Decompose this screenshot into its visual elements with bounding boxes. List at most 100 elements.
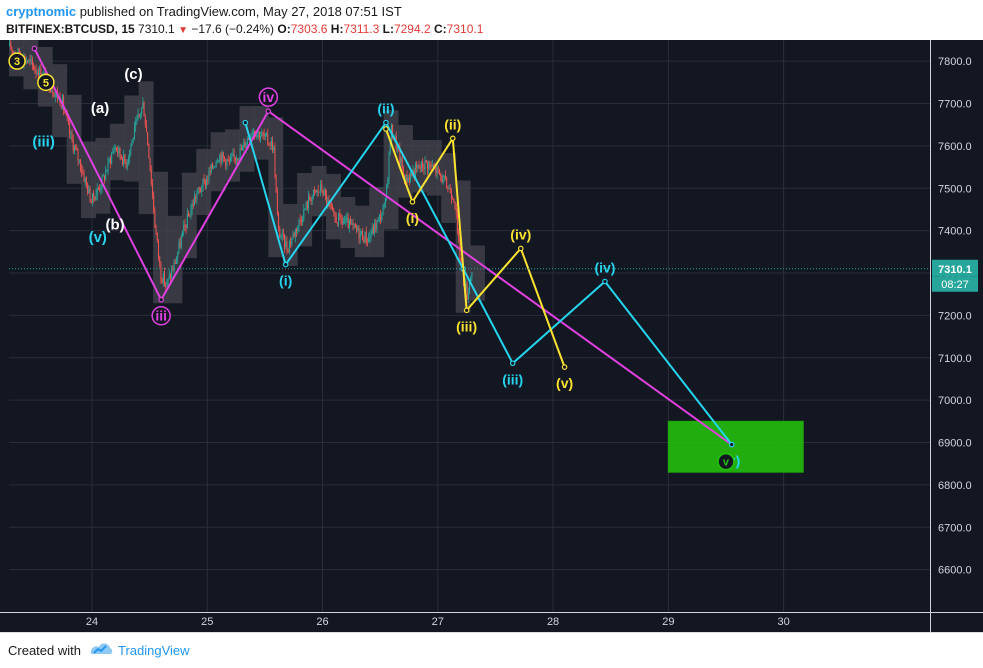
candle-body: [238, 157, 240, 160]
candle-body: [402, 168, 404, 175]
candle-body: [466, 283, 468, 299]
candle-body: [114, 147, 116, 150]
tradingview-link[interactable]: TradingView: [118, 643, 190, 658]
candle-body: [178, 242, 180, 253]
candle-body: [382, 206, 384, 215]
candle-body: [213, 166, 215, 169]
chart-area[interactable]: iii iv (i) (ii) (iii) (iv) (v) (i) (ii) (iii) (iv)…: [0, 23, 983, 632]
annotation-label: v: [723, 457, 730, 469]
candle-body: [441, 176, 443, 183]
candle-body: [279, 227, 281, 238]
candle-body: [230, 157, 232, 162]
candle-body: [326, 194, 328, 204]
candle-body: [338, 213, 340, 224]
candle-body: [320, 184, 322, 192]
y-tick-label: 7200.0: [938, 310, 972, 322]
candle-body: [131, 139, 133, 146]
candle-body: [137, 114, 139, 120]
candle-body: [292, 233, 294, 239]
candle-body: [308, 196, 310, 208]
target-zone: [667, 420, 804, 473]
chart-header: cryptnomic published on TradingView.com,…: [0, 0, 983, 40]
candle-body: [468, 282, 470, 293]
candle-body: [443, 175, 445, 177]
candle-body: [180, 236, 182, 248]
candle-body: [260, 136, 262, 139]
candle-body: [365, 231, 367, 243]
candle-body: [177, 252, 179, 259]
wave-vertex: [158, 296, 164, 303]
candle-body: [13, 52, 15, 54]
candle-body: [135, 121, 137, 127]
candle-body: [52, 90, 54, 95]
wave-line-primary: [33, 48, 733, 446]
candle-body: [127, 157, 129, 163]
candle-body: [31, 59, 33, 65]
candle-body: [354, 223, 356, 228]
annotation-label: (iii): [32, 134, 55, 151]
candle-body: [240, 148, 242, 151]
candle-body: [237, 158, 239, 160]
symbol-label: BITFINEX:BTCUSD, 15: [6, 22, 135, 36]
candle-body: [267, 133, 269, 144]
open-label: O:: [277, 22, 291, 36]
wave-labels: iii iv (i) (ii) (iii) (iv) (v) (i) (ii) (iii) (iv)…: [8, 52, 740, 471]
countdown-badge: [932, 276, 978, 292]
candle-body: [442, 175, 444, 183]
candle-body: [112, 150, 114, 154]
candle-body: [387, 178, 389, 188]
wave-vertex: [242, 119, 249, 126]
author-link[interactable]: cryptnomic: [6, 4, 77, 19]
candle-body: [432, 165, 434, 168]
candle-body: [419, 167, 421, 169]
candle-body: [246, 138, 248, 145]
candle-body: [436, 167, 438, 174]
candle-body: [159, 256, 161, 264]
wave-vertex: [602, 278, 608, 285]
candle-body: [269, 145, 271, 147]
candle-body: [73, 146, 75, 151]
candle-body: [324, 189, 326, 195]
candle-body: [345, 217, 347, 222]
last-price-badge-text: 7310.1: [938, 264, 972, 276]
y-tick-label: 7000.0: [938, 395, 972, 407]
candle-body: [276, 192, 278, 214]
candle-body: [67, 118, 69, 123]
candle-body: [297, 225, 299, 232]
candle-body: [212, 163, 214, 169]
candle-body: [430, 164, 432, 167]
candle-body: [350, 219, 352, 224]
wave-label-ring: [258, 87, 279, 107]
candle-body: [95, 194, 97, 201]
candle-body: [79, 159, 81, 170]
y-tick-label: 6700.0: [938, 522, 972, 534]
candle-body: [377, 217, 379, 221]
candle-body: [410, 173, 412, 181]
candle-body: [88, 188, 90, 194]
wave-label: (i): [406, 210, 419, 226]
last-price: 7310.1: [138, 22, 175, 36]
candle-body: [208, 171, 210, 181]
wave-label: (ii): [444, 116, 461, 132]
candle-body: [363, 240, 365, 243]
candle-body: [284, 234, 286, 248]
candle-body: [71, 133, 73, 141]
candle-body: [233, 153, 235, 157]
candle-body: [91, 192, 93, 203]
low-value: 7294.2: [393, 22, 431, 36]
envelope-block: [282, 203, 298, 266]
candle-body: [154, 211, 156, 227]
candle-body: [278, 213, 280, 228]
candle-body: [452, 198, 454, 200]
candle-body: [426, 162, 428, 170]
candle-body: [29, 59, 31, 61]
candle-body: [346, 217, 348, 219]
price-chart[interactable]: iii iv (i) (ii) (iii) (iv) (v) (i) (ii) (iii) (iv)…: [0, 23, 983, 632]
candle-body: [296, 229, 298, 232]
candle-body: [450, 193, 452, 199]
candle-body: [418, 165, 420, 168]
candle-body: [405, 174, 407, 185]
candle-body: [406, 174, 408, 183]
candle-body: [108, 159, 110, 161]
candle-body: [411, 173, 413, 176]
